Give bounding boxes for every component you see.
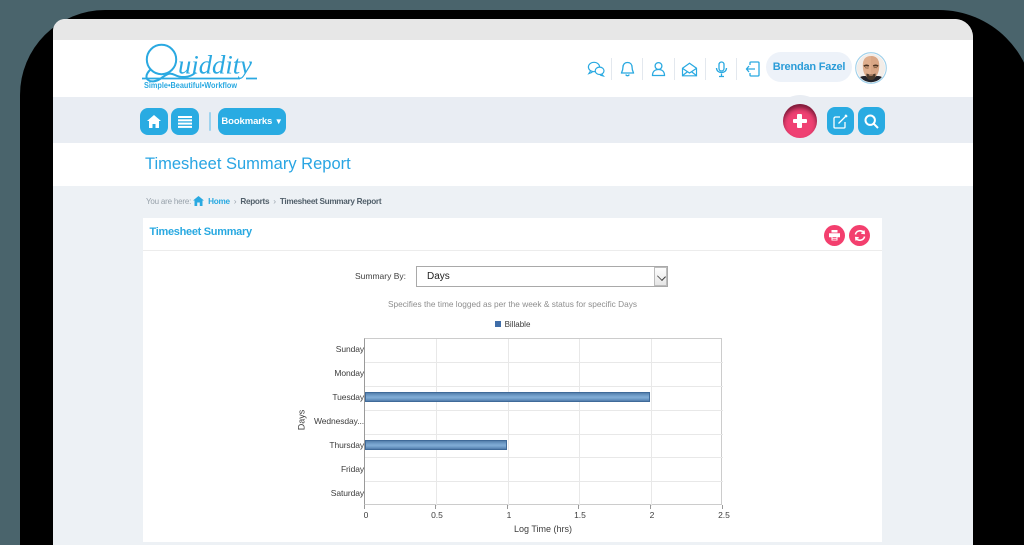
svg-text:uiddity: uiddity <box>178 51 252 80</box>
svg-text:Simple•Beautiful•Workflow: Simple•Beautiful•Workflow <box>144 81 238 90</box>
